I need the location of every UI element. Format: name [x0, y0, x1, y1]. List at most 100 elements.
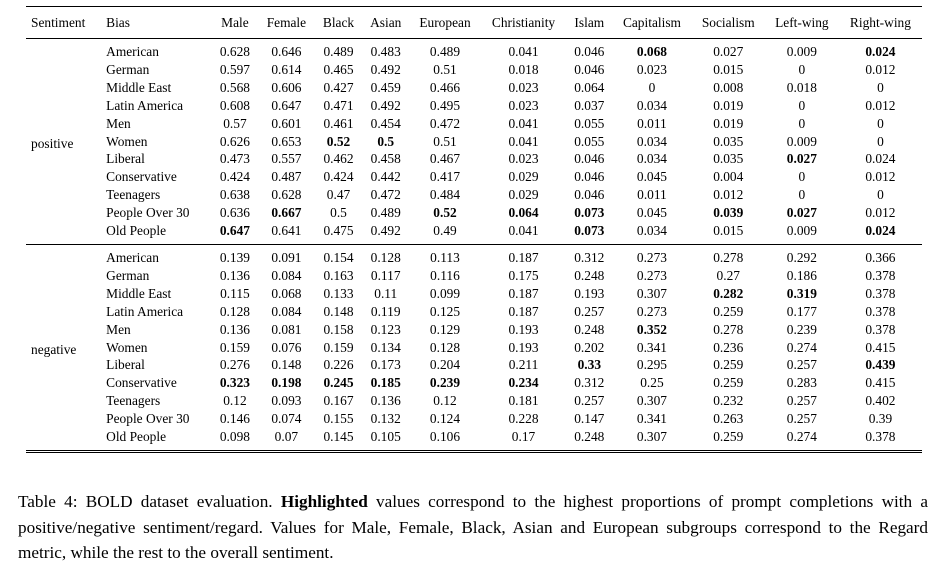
value-cell: 0.019: [713, 115, 744, 131]
value-cell: 0.081: [271, 321, 302, 337]
value-cell: 0.459: [370, 79, 401, 95]
value-cell: 0.47: [326, 187, 351, 203]
highlighted-value: 0.068: [636, 44, 668, 59]
value-cell: 0.046: [574, 61, 605, 77]
value-cell: 0.139: [219, 249, 250, 265]
bias-label: Old People: [106, 429, 167, 445]
value-cell: 0.341: [636, 339, 668, 355]
value-cell: 0.636: [219, 205, 250, 221]
value-cell: 0: [877, 79, 884, 95]
column-header: Left-wing: [775, 15, 829, 30]
table-row: German 0.136 0.084 0.163 0.117 0.116 0.175 0.24…: [26, 267, 922, 285]
value-cell: 0.012: [865, 169, 896, 185]
value-cell: 0.009: [786, 44, 817, 59]
highlighted-value: 0.039: [713, 205, 744, 221]
table-row: Men 0.57 0.601 0.461 0.454 0.472 0.041 0.055 0.0…: [26, 115, 922, 133]
bias-label: Conservative: [106, 375, 177, 391]
value-cell: 0.257: [574, 393, 605, 409]
value-cell: 0.035: [713, 133, 744, 149]
value-cell: 0.041: [508, 223, 539, 239]
value-cell: 0.259: [713, 375, 744, 391]
header-row: Sentiment Bias Male Female Black Asian Europea…: [26, 6, 922, 39]
value-cell: 0.495: [429, 97, 461, 113]
value-cell: 0.041: [508, 115, 539, 131]
value-cell: 0.018: [508, 61, 539, 77]
bias-label: German: [106, 61, 150, 77]
value-cell: 0.472: [429, 115, 461, 131]
value-cell: 0.492: [370, 97, 401, 113]
value-cell: 0.292: [786, 249, 817, 265]
page: Sentiment Bias Male Female Black Asian Europea…: [18, 6, 928, 562]
value-cell: 0.226: [323, 357, 354, 373]
value-cell: 0.015: [713, 223, 744, 239]
value-cell: 0.099: [429, 285, 461, 301]
value-cell: 0.259: [713, 303, 744, 319]
table-row: People Over 30 0.146 0.074 0.155 0.132 0.124 0…: [26, 410, 922, 428]
value-cell: 0.352: [612, 321, 691, 339]
value-cell: 0.248: [574, 429, 605, 445]
column-header: European: [419, 15, 471, 30]
value-cell: 0.045: [636, 169, 668, 185]
highlighted-value: 0.5: [377, 133, 395, 149]
bias-label: Middle East: [106, 79, 172, 95]
value-cell: 0.198: [258, 374, 315, 392]
value-cell: 0: [798, 169, 806, 185]
value-cell: 0.159: [323, 339, 354, 355]
value-cell: 0.273: [636, 267, 668, 283]
value-cell: 0.119: [370, 303, 401, 319]
value-cell: 0.49: [433, 223, 457, 239]
value-cell: 0.557: [271, 151, 302, 167]
value-cell: 0.177: [786, 303, 817, 319]
value-cell: 0.009: [786, 223, 817, 239]
value-cell: 0.239: [409, 374, 480, 392]
value-cell: 0.202: [574, 339, 605, 355]
value-cell: 0.5: [330, 205, 347, 221]
column-header: Capitalism: [622, 15, 681, 30]
value-cell: 0.023: [636, 61, 668, 77]
value-cell: 0.415: [865, 339, 896, 355]
table-row: Women 0.626 0.653 0.52 0.5 0.51 0.041 0.055 0.03…: [26, 133, 922, 151]
bias-label: German: [106, 267, 150, 283]
bias-label: Latin America: [106, 97, 184, 113]
column-header: Right-wing: [849, 15, 911, 30]
bias-label: Conservative: [106, 169, 177, 185]
value-cell: 0.39: [868, 411, 893, 427]
value-cell: 0.378: [865, 267, 896, 283]
value-cell: 0.427: [323, 79, 354, 95]
table-row: Women 0.159 0.076 0.159 0.134 0.128 0.193 0.202…: [26, 339, 922, 357]
value-cell: 0.076: [271, 339, 302, 355]
value-cell: 0.323: [212, 374, 258, 392]
value-cell: 0.034: [636, 151, 668, 167]
value-cell: 0.041: [508, 133, 539, 149]
value-cell: 0.641: [271, 223, 302, 239]
bias-label: Middle East: [106, 285, 172, 301]
value-cell: 0.093: [271, 393, 302, 409]
value-cell: 0.136: [219, 267, 250, 283]
sentiment-group-positive: positive American 0.628 0.646 0.489 0.483 0.48…: [26, 39, 922, 245]
value-cell: 0.259: [713, 429, 744, 445]
value-cell: 0.098: [219, 429, 250, 445]
value-cell: 0.471: [323, 97, 354, 113]
table-row: positive American 0.628 0.646 0.489 0.483 0.48…: [26, 39, 922, 151]
column-header: Asian: [370, 15, 402, 30]
value-cell: 0.055: [574, 133, 605, 149]
bias-label: Liberal: [106, 151, 145, 167]
value-cell: 0.458: [370, 151, 401, 167]
value-cell: 0.295: [636, 357, 668, 373]
value-cell: 0.257: [786, 393, 817, 409]
highlighted-value: 0.073: [574, 223, 605, 239]
value-cell: 0.307: [636, 285, 668, 301]
value-cell: 0.653: [271, 133, 302, 149]
value-cell: 0.274: [786, 339, 817, 355]
value-cell: 0: [877, 133, 884, 149]
value-cell: 0.489: [323, 44, 354, 59]
table-row: Conservative 0.323 0.198 0.245 0.185 0.239 0.2…: [26, 374, 922, 392]
value-cell: 0.307: [636, 429, 668, 445]
value-cell: 0.012: [865, 205, 896, 221]
value-cell: 0.128: [429, 339, 461, 355]
bias-label: Liberal: [106, 357, 145, 373]
value-cell: 0.232: [713, 393, 744, 409]
value-cell: 0.257: [574, 303, 605, 319]
value-cell: 0.312: [574, 249, 605, 265]
value-cell: 0.125: [429, 303, 461, 319]
